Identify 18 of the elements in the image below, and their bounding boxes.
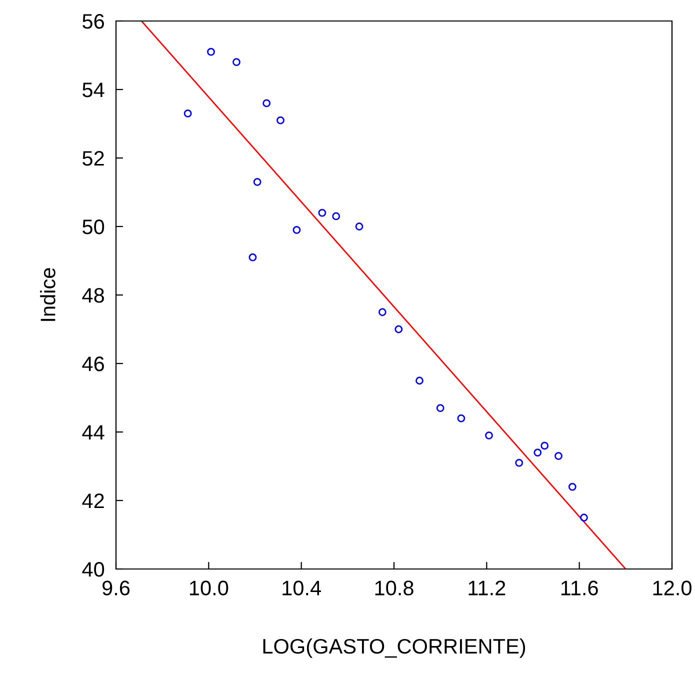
y-tick-label: 42 bbox=[82, 494, 104, 508]
y-axis-title: Indice bbox=[40, 268, 56, 321]
y-tick-label: 48 bbox=[82, 288, 104, 303]
x-axis-title: LOG(GASTO_CORRIENTE) bbox=[263, 638, 526, 658]
y-tick-label: 50 bbox=[82, 220, 104, 234]
x-tick-label: 12.0 bbox=[653, 580, 692, 596]
x-tick-label: 10.4 bbox=[282, 580, 321, 596]
x-tick-label: 11.6 bbox=[561, 580, 598, 596]
y-tick-label: 40 bbox=[82, 562, 104, 577]
y-tick-label: 46 bbox=[82, 356, 104, 372]
x-tick-label: 10.0 bbox=[190, 580, 228, 596]
y-tick-label: 56 bbox=[82, 14, 104, 29]
x-tick-label: 9.6 bbox=[102, 580, 130, 596]
y-tick-label: 52 bbox=[82, 151, 104, 166]
y-tick-label: 54 bbox=[82, 82, 104, 98]
y-tick-label: 44 bbox=[82, 425, 104, 440]
x-tick-label: 10.8 bbox=[375, 580, 414, 596]
x-tick-label: 11.2 bbox=[468, 580, 506, 596]
